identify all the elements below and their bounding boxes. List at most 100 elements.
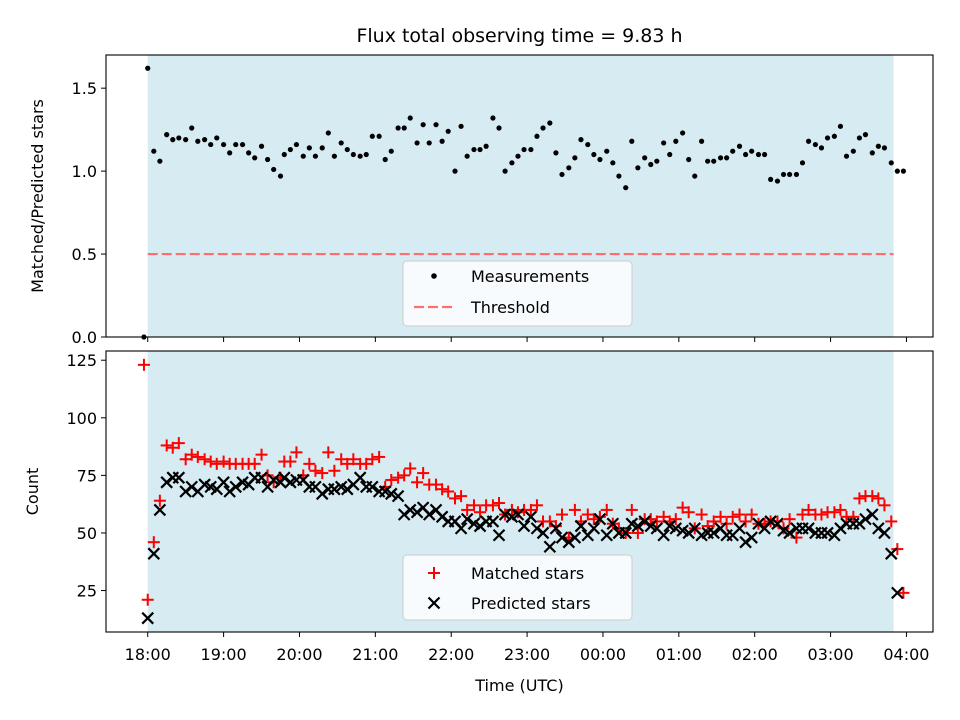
predicted-star-point — [802, 522, 815, 535]
measurement-point — [376, 133, 382, 139]
measurement-point — [490, 115, 496, 121]
matched-star-point — [210, 457, 223, 470]
bottom-axes-frame — [105, 350, 934, 633]
measurement-point — [705, 158, 711, 164]
measurement-point — [331, 153, 337, 159]
matched-star-point — [486, 499, 499, 512]
matched-star-point — [347, 453, 360, 466]
measurement-point — [176, 135, 182, 141]
measurement-point — [464, 153, 470, 159]
measurement-point — [300, 153, 306, 159]
x-tick-label: 22:00 — [428, 645, 474, 664]
measurement-point — [894, 168, 900, 174]
bottom-y-tick-label: 125 — [66, 351, 97, 370]
measurement-point — [227, 150, 233, 156]
predicted-star-point — [859, 512, 872, 526]
measurement-point — [749, 148, 755, 154]
measurement-point — [483, 143, 489, 149]
measurement-point — [344, 146, 350, 153]
x-tick-label: 21:00 — [352, 645, 398, 664]
bottom-y-tick-label: 75 — [77, 466, 97, 485]
measurement-point — [547, 120, 553, 126]
predicted-star-point — [587, 522, 601, 535]
measurement-point — [698, 138, 705, 144]
matched-star-point — [467, 499, 480, 512]
matched-star-point — [179, 453, 192, 466]
measurement-point — [900, 168, 907, 174]
predicted-star-point — [549, 522, 563, 535]
measurement-point — [258, 143, 265, 149]
measurement-point — [534, 133, 540, 139]
x-tick-label: 20:00 — [276, 645, 322, 664]
measurement-point — [793, 171, 800, 178]
measurement-point — [648, 161, 654, 168]
measurement-point — [724, 155, 730, 161]
predicted-stars-points — [141, 471, 904, 625]
matched-star-point — [436, 483, 449, 496]
measurement-point — [439, 138, 445, 144]
measurement-point — [881, 145, 888, 151]
measurement-point — [496, 125, 502, 131]
matched-star-point — [303, 457, 316, 470]
matched-star-point — [695, 508, 708, 521]
measurement-point — [824, 135, 831, 141]
matched-star-point — [493, 497, 506, 510]
measurement-point — [799, 160, 806, 166]
predicted-star-point — [593, 512, 607, 526]
matched-star-point — [137, 358, 150, 371]
bottom-y-axis-label: Count — [23, 468, 42, 516]
matched-star-point — [160, 439, 173, 452]
measurement-point — [755, 151, 762, 158]
legend-matched-marker — [428, 567, 440, 579]
measurement-point — [369, 133, 375, 139]
matched-star-point — [290, 446, 303, 459]
predicted-star-point — [600, 528, 614, 542]
matched-star-point — [392, 471, 405, 484]
measurement-point — [661, 140, 667, 146]
matched-star-point — [802, 503, 815, 516]
matched-star-point — [543, 515, 556, 528]
measurement-point — [477, 146, 483, 153]
bottom-y-tick-label: 100 — [66, 409, 97, 428]
matched-star-point — [404, 462, 417, 475]
top-x-axis-ticks — [147, 337, 907, 342]
matched-star-point — [309, 464, 322, 477]
matched-star-point — [549, 520, 562, 533]
measurement-point — [350, 151, 356, 158]
matched-star-point — [248, 457, 261, 470]
measurement-point — [686, 156, 692, 163]
measurement-point — [189, 125, 195, 131]
predicted-star-point — [366, 480, 379, 494]
matched-star-point — [878, 499, 891, 512]
matched-star-point — [153, 494, 166, 507]
predicted-star-point — [486, 515, 500, 528]
matched-star-point — [524, 503, 537, 516]
matched-star-point — [360, 457, 373, 470]
measurement-point — [553, 150, 559, 156]
predicted-star-point — [353, 471, 367, 484]
measurement-point — [610, 160, 616, 166]
matched-star-point — [284, 455, 297, 468]
measurement-point — [780, 171, 787, 178]
predicted-star-point — [884, 547, 898, 560]
matched-star-point — [141, 593, 154, 606]
measurement-point — [850, 148, 856, 154]
x-tick-label: 03:00 — [808, 645, 854, 664]
measurement-point — [407, 115, 413, 121]
measurement-point — [157, 158, 163, 164]
matched-star-point — [461, 503, 474, 516]
predicted-star-point — [511, 508, 525, 521]
measurement-point — [572, 155, 578, 161]
measurement-point — [888, 160, 894, 166]
measurement-point — [183, 137, 189, 143]
matched-star-point — [657, 510, 670, 523]
measurement-point — [642, 155, 648, 161]
top-legend: Measurements Threshold — [402, 260, 633, 327]
measurement-point — [540, 125, 546, 131]
predicted-star-point — [878, 526, 891, 540]
measurement-point — [837, 123, 844, 129]
measurement-point — [281, 151, 287, 158]
measurement-point — [357, 153, 363, 159]
matched-star-point — [198, 453, 211, 466]
top-y-axis-label: Matched/Predicted stars — [28, 99, 47, 293]
